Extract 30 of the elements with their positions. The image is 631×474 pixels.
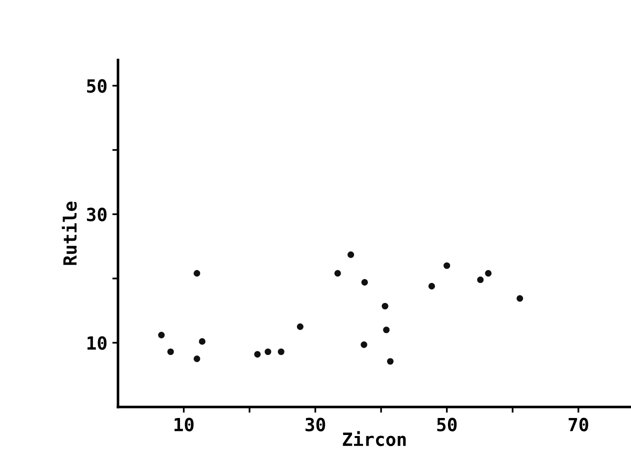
y-axis-title: Rutile bbox=[62, 202, 77, 265]
point bbox=[198, 338, 206, 345]
point bbox=[194, 356, 200, 362]
point bbox=[386, 358, 394, 365]
point bbox=[382, 302, 388, 310]
point bbox=[477, 276, 484, 284]
x-tick-label: 50 bbox=[437, 418, 457, 432]
point bbox=[383, 326, 390, 334]
point bbox=[484, 270, 492, 277]
x-tick-label: 10 bbox=[174, 418, 194, 432]
point bbox=[334, 270, 341, 277]
point bbox=[278, 348, 284, 356]
y-tick-label: 50 bbox=[87, 79, 106, 93]
point bbox=[361, 279, 368, 286]
point bbox=[444, 262, 450, 269]
point bbox=[167, 348, 174, 356]
y-tick-label: 30 bbox=[86, 208, 106, 222]
point bbox=[296, 323, 304, 330]
x-axis-title: Zircon bbox=[342, 431, 406, 446]
point bbox=[348, 251, 354, 258]
point bbox=[194, 270, 200, 277]
point bbox=[254, 351, 261, 358]
point bbox=[264, 348, 272, 356]
y-tick-label: 10 bbox=[88, 336, 106, 350]
point bbox=[158, 332, 165, 338]
point bbox=[428, 282, 436, 290]
x-tick-label: 30 bbox=[306, 418, 326, 432]
point bbox=[360, 341, 368, 348]
point bbox=[516, 295, 524, 302]
x-tick-label: 70 bbox=[568, 418, 588, 432]
